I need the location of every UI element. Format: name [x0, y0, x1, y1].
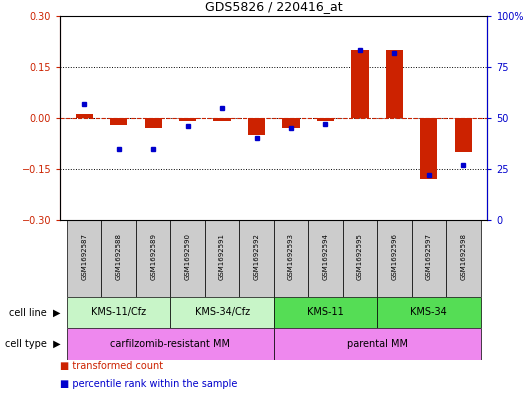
Bar	[179, 118, 196, 121]
Bar	[67, 328, 274, 360]
Text: GSM1692588: GSM1692588	[116, 233, 122, 280]
Text: GSM1692595: GSM1692595	[357, 233, 363, 280]
Bar	[240, 220, 274, 297]
Bar	[274, 328, 481, 360]
Bar	[377, 220, 412, 297]
Text: cell type  ▶: cell type ▶	[5, 339, 60, 349]
Title: GDS5826 / 220416_at: GDS5826 / 220416_at	[205, 0, 343, 13]
Text: GSM1692587: GSM1692587	[81, 233, 87, 280]
Bar	[420, 118, 437, 179]
Bar	[213, 118, 231, 121]
Bar	[144, 118, 162, 128]
Text: GSM1692597: GSM1692597	[426, 233, 432, 280]
Bar	[170, 220, 205, 297]
Text: GSM1692590: GSM1692590	[185, 233, 191, 280]
Bar	[446, 220, 481, 297]
Bar	[317, 118, 334, 121]
Bar	[67, 220, 101, 297]
Bar	[308, 220, 343, 297]
Bar	[170, 297, 274, 328]
Text: ■ transformed count: ■ transformed count	[60, 362, 163, 371]
Bar	[205, 220, 240, 297]
Text: GSM1692591: GSM1692591	[219, 233, 225, 280]
Bar	[386, 50, 403, 118]
Bar	[282, 118, 300, 128]
Text: GSM1692592: GSM1692592	[254, 233, 259, 280]
Text: GSM1692598: GSM1692598	[460, 233, 467, 280]
Bar	[101, 220, 136, 297]
Text: KMS-34/Cfz: KMS-34/Cfz	[195, 307, 249, 318]
Text: GSM1692589: GSM1692589	[150, 233, 156, 280]
Text: cell line  ▶: cell line ▶	[9, 307, 60, 318]
Text: KMS-11/Cfz: KMS-11/Cfz	[91, 307, 146, 318]
Bar	[136, 220, 170, 297]
Bar	[377, 297, 481, 328]
Text: KMS-34: KMS-34	[411, 307, 447, 318]
Bar	[67, 297, 170, 328]
Bar	[412, 220, 446, 297]
Bar	[454, 118, 472, 152]
Bar	[351, 50, 369, 118]
Text: GSM1692593: GSM1692593	[288, 233, 294, 280]
Bar	[343, 220, 377, 297]
Bar	[110, 118, 127, 125]
Bar	[76, 114, 93, 118]
Text: KMS-11: KMS-11	[307, 307, 344, 318]
Bar	[274, 297, 377, 328]
Text: ■ percentile rank within the sample: ■ percentile rank within the sample	[60, 379, 237, 389]
Bar	[248, 118, 265, 135]
Text: parental MM: parental MM	[347, 339, 407, 349]
Text: carfilzomib-resistant MM: carfilzomib-resistant MM	[110, 339, 231, 349]
Text: GSM1692594: GSM1692594	[323, 233, 328, 280]
Bar	[274, 220, 308, 297]
Text: GSM1692596: GSM1692596	[391, 233, 397, 280]
